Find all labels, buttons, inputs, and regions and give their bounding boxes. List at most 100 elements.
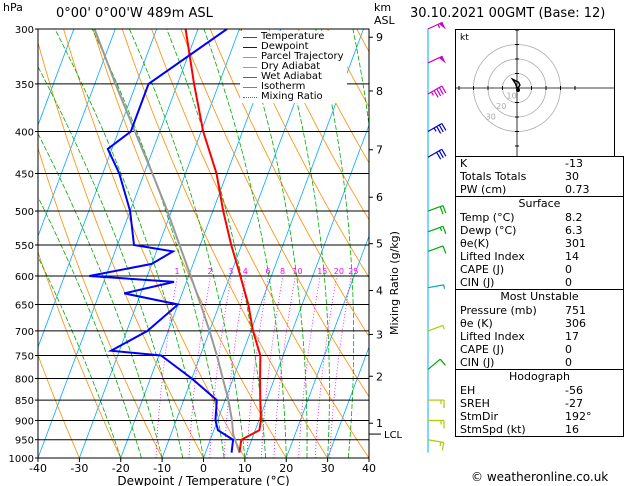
pressure-tick-label: 750	[15, 351, 34, 362]
mixing-ratio-line	[223, 275, 247, 458]
index-label: StmSpd (kt)	[460, 423, 526, 436]
index-value: 0	[565, 343, 572, 356]
location-title: 0°00' 0°00'W 489m ASL	[56, 6, 213, 21]
km-tick-label: 9	[376, 31, 383, 44]
index-label: SREH	[460, 397, 490, 410]
legend: Temperature Dewpoint Parcel Trajectory Dry …	[240, 31, 347, 103]
km-tick-label: 5	[376, 238, 383, 251]
mixing-ratio-label: 2	[208, 267, 213, 276]
isotherm-line	[285, 234, 369, 458]
indices-panel: K -13 Totals Totals 30 PW (cm) 0.73 Surface T…	[455, 156, 624, 437]
index-label: Dewp (°C)	[460, 224, 517, 237]
isotherm-line	[244, 124, 369, 458]
km-tick-label: 1	[376, 417, 383, 430]
index-value: 192°	[565, 410, 592, 423]
legend-label: Wet Adiabat	[261, 71, 322, 82]
mixing-ratio-label: 4	[243, 267, 248, 276]
pressure-tick-label: 500	[15, 207, 34, 218]
mixing-ratio-label: 6	[265, 267, 270, 276]
index-row: Temp (°C) 8.2	[456, 211, 623, 224]
wind-barb	[427, 284, 446, 289]
wind-barb	[427, 245, 447, 254]
hpa-label: hPa	[3, 1, 23, 14]
mixing-ratio-line	[155, 275, 178, 458]
surface-title: Surface	[456, 196, 623, 211]
wet-adiabat	[38, 65, 184, 458]
dewpoint-line	[89, 29, 235, 453]
index-value: -13	[565, 157, 583, 170]
km-label: km	[374, 1, 392, 14]
index-row: StmDir 192°	[456, 410, 623, 423]
x-tick-label: -10	[153, 462, 171, 475]
wet-adiabat	[54, 29, 204, 458]
wind-barb	[427, 324, 445, 332]
wind-barb	[427, 55, 446, 64]
legend-label: Isotherm	[261, 81, 306, 92]
mixing-ratio-line	[273, 275, 296, 458]
index-row: Totals Totals 30	[456, 170, 623, 183]
index-value: -56	[565, 384, 583, 397]
mixing-ratio-label: 3	[228, 267, 233, 276]
mixing-ratio-line	[261, 275, 284, 458]
hodograph-ring-label: 20	[496, 102, 506, 111]
x-tick-label: 10	[238, 462, 252, 475]
index-value: -27	[565, 397, 583, 410]
hodograph-table-title: Hodograph	[456, 369, 623, 384]
wind-barb	[427, 21, 446, 30]
wet-adiabat	[240, 29, 308, 458]
pressure-tick-label: 850	[15, 396, 34, 407]
mixing-ratio-label: 1	[174, 267, 179, 276]
pressure-tick-label: 900	[15, 416, 34, 427]
index-label: StmDir	[460, 410, 499, 423]
pressure-tick-label: 550	[15, 241, 34, 252]
index-row: θe (K) 306	[456, 317, 623, 330]
pressure-tick-label: 350	[15, 80, 34, 91]
wet-adiabat	[91, 29, 225, 458]
mixing-ratio-axis-label: Mixing Ratio (g/kg)	[388, 231, 401, 335]
index-value: 6.3	[565, 224, 583, 237]
wind-barb	[427, 122, 447, 134]
km-tick-label: 2	[376, 370, 383, 383]
wind-barb	[427, 204, 447, 215]
isotherm-line	[79, 29, 240, 458]
mixing-ratio-label: 20	[334, 267, 344, 276]
legend-item: Isotherm	[243, 82, 344, 92]
pressure-tick-label: 800	[15, 374, 34, 385]
index-value: 17	[565, 330, 579, 343]
x-tick-label: 0	[200, 462, 207, 475]
temperature-line	[184, 29, 262, 453]
index-row: StmSpd (kt) 16	[456, 423, 623, 436]
index-row: K -13	[456, 157, 623, 170]
dry-adiabat	[268, 29, 369, 221]
index-label: CIN (J)	[460, 356, 495, 369]
index-value: 751	[565, 304, 586, 317]
index-label: Pressure (mb)	[460, 304, 537, 317]
x-tick-label: 20	[279, 462, 293, 475]
dry-adiabat	[38, 353, 80, 458]
pressure-tick-label: 950	[15, 436, 34, 447]
index-value: 0.73	[565, 183, 590, 196]
legend-swatch	[243, 56, 257, 58]
index-value: 0	[565, 276, 572, 289]
legend-item: Dewpoint	[243, 42, 344, 52]
wind-barb	[427, 358, 446, 370]
legend-label: Temperature	[261, 31, 325, 42]
legend-swatch	[243, 66, 257, 68]
dry-adiabat	[239, 29, 369, 279]
index-label: CAPE (J)	[460, 263, 505, 276]
mixing-ratio-label: 15	[317, 267, 327, 276]
index-row: CIN (J) 0	[456, 356, 623, 369]
index-row: CIN (J) 0	[456, 276, 623, 289]
isotherm-line	[38, 29, 116, 238]
wet-adiabat	[315, 29, 355, 458]
legend-label: Dewpoint	[261, 41, 309, 52]
x-axis-label: Dewpoint / Temperature (°C)	[117, 474, 289, 486]
mixing-ratio-line	[329, 275, 352, 458]
x-tick-label: -20	[112, 462, 130, 475]
copyright-footer: © weatheronline.co.uk	[471, 470, 609, 484]
km-tick-label: 3	[376, 328, 383, 341]
index-value: 8.2	[565, 211, 583, 224]
index-row: θe(K) 301	[456, 237, 623, 250]
index-value: 16	[565, 423, 579, 436]
index-label: CIN (J)	[460, 276, 495, 289]
